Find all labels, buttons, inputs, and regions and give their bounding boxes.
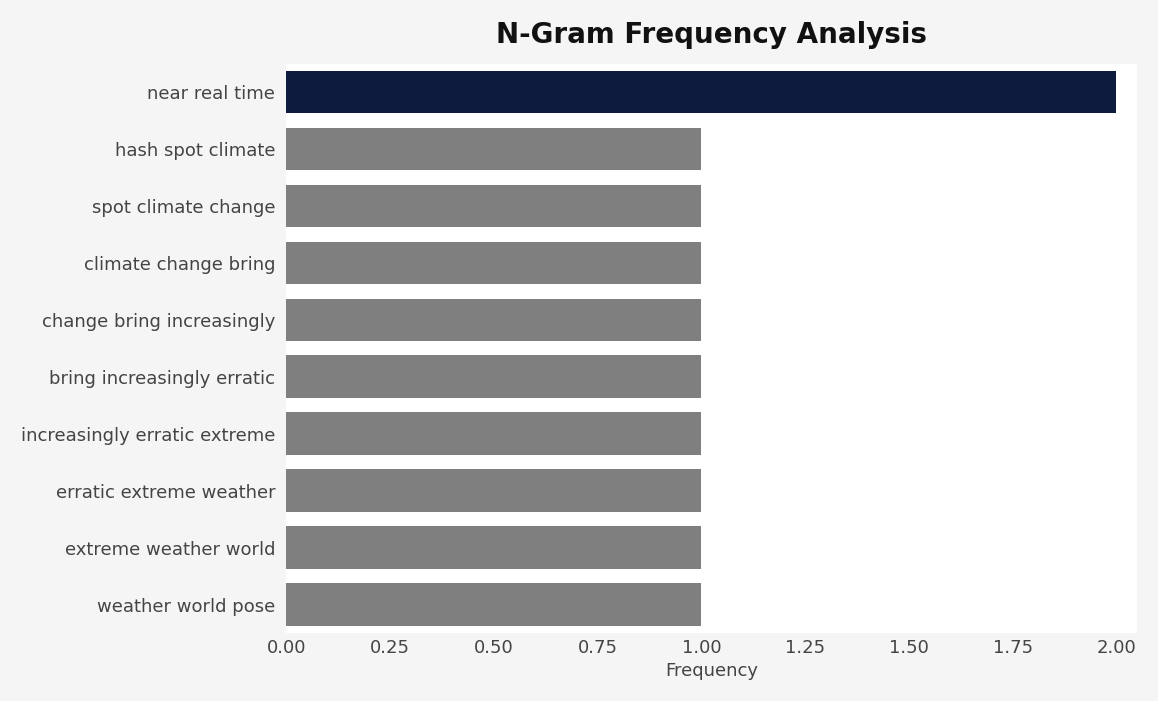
X-axis label: Frequency: Frequency [665,662,758,680]
Bar [286,462,1137,519]
Bar [286,526,702,569]
Bar [286,71,1116,114]
Title: N-Gram Frequency Analysis: N-Gram Frequency Analysis [497,21,928,49]
Bar [286,355,702,398]
Bar [286,348,1137,405]
Bar [286,234,1137,292]
Bar [286,177,1137,234]
Bar [286,576,1137,633]
Bar [286,64,1137,121]
Bar [286,184,702,227]
Bar [286,121,1137,177]
Bar [286,470,702,512]
Bar [286,583,702,626]
Bar [286,299,702,341]
Bar [286,128,702,170]
Bar [286,412,702,455]
Bar [286,405,1137,462]
Bar [286,242,702,285]
Bar [286,292,1137,348]
Bar [286,519,1137,576]
